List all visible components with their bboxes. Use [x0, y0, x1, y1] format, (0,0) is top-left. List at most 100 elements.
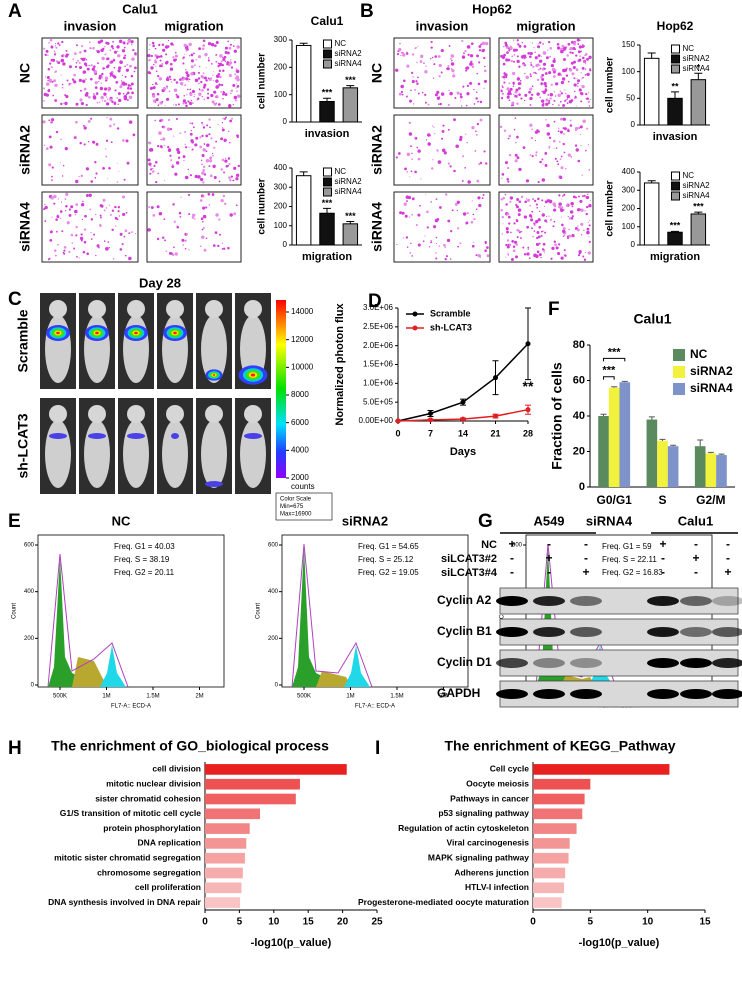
chart-title: Calu1 — [311, 14, 344, 28]
stained-cell — [508, 82, 511, 85]
stained-cell — [223, 138, 227, 142]
chart-title: Calu1 — [633, 311, 671, 327]
marker — [493, 413, 498, 419]
stained-cell — [554, 95, 557, 97]
stained-cell — [505, 58, 509, 62]
y-tick-label: 1.0E+06 — [363, 378, 394, 387]
column-label: migration — [164, 18, 223, 33]
y-axis-label: cell number — [605, 180, 616, 236]
stained-cell — [425, 139, 428, 141]
stained-cell — [187, 88, 189, 91]
stained-cell — [527, 248, 529, 250]
stained-cell — [539, 67, 542, 70]
stained-cell — [484, 242, 487, 245]
significance: *** — [670, 221, 681, 231]
stained-cell — [55, 254, 57, 257]
stained-cell — [200, 80, 203, 84]
signal-blob — [95, 331, 99, 335]
stained-cell — [501, 76, 504, 78]
stained-cell — [555, 147, 558, 149]
marker — [525, 341, 531, 347]
band — [496, 596, 528, 606]
plot-frame — [281, 534, 469, 688]
y-tick-label: 300 — [274, 35, 288, 44]
stained-cell — [559, 130, 563, 134]
stained-cell — [92, 47, 95, 50]
y-tick-label: 60 — [573, 374, 585, 386]
stained-cell — [582, 44, 584, 46]
y-tick-label: 600 — [24, 543, 35, 549]
stained-cell — [442, 124, 445, 127]
stained-cell — [107, 241, 110, 243]
stained-cell — [401, 93, 404, 96]
stained-cell — [185, 77, 189, 81]
stained-cell — [504, 78, 506, 80]
stained-cell — [556, 46, 561, 50]
stat-text: Freq. G2 = 20.11 — [114, 568, 175, 577]
stained-cell — [165, 77, 170, 82]
stat-text: Freq. S = 25.12 — [358, 555, 414, 564]
stained-cell — [90, 47, 92, 49]
stained-cell — [589, 68, 592, 70]
stained-cell — [523, 45, 527, 48]
stained-cell — [81, 218, 84, 221]
stained-cell — [200, 159, 203, 162]
stained-cell — [154, 60, 158, 64]
stained-cell — [513, 223, 515, 225]
error-bar — [694, 72, 703, 80]
stained-cell — [504, 41, 508, 45]
stained-cell — [551, 246, 555, 250]
stained-cell — [435, 257, 438, 260]
band — [533, 658, 565, 668]
stained-cell — [541, 78, 545, 81]
stained-cell — [211, 152, 214, 155]
stained-cell — [51, 66, 53, 68]
stained-cell — [212, 74, 214, 76]
stained-cell — [50, 66, 52, 68]
stained-cell — [527, 246, 530, 249]
signal-blob — [171, 433, 179, 439]
y-tick-label: 150 — [622, 40, 636, 49]
stained-cell — [49, 38, 53, 42]
stained-cell — [128, 120, 133, 124]
stained-cell — [432, 225, 437, 229]
stained-cell — [83, 62, 87, 66]
stained-cell — [515, 142, 517, 144]
stained-cell — [506, 239, 510, 242]
stained-cell — [395, 156, 398, 159]
category-label: HTLV-I infection — [465, 882, 529, 892]
stained-cell — [153, 164, 156, 168]
stained-cell — [411, 214, 413, 216]
stained-cell — [501, 172, 505, 176]
stained-cell — [444, 258, 447, 261]
stained-cell — [453, 118, 456, 122]
bar — [690, 79, 707, 126]
stained-cell — [430, 40, 433, 44]
mouse-body — [162, 420, 188, 488]
stained-cell — [512, 71, 516, 76]
stained-cell — [233, 179, 235, 181]
stained-cell — [118, 39, 123, 44]
significance: *** — [322, 198, 333, 208]
stained-cell — [441, 129, 445, 133]
stained-cell — [222, 194, 226, 198]
stained-cell — [205, 237, 208, 240]
stained-cell — [102, 198, 106, 202]
marker — [493, 375, 498, 381]
stained-cell — [451, 209, 454, 212]
bar — [295, 44, 312, 123]
stained-cell — [98, 101, 101, 104]
stained-cell — [50, 58, 54, 62]
stained-cell — [181, 238, 185, 242]
stained-cell — [500, 89, 503, 92]
stained-cell — [512, 48, 517, 52]
plot-title: siRNA4 — [586, 513, 633, 528]
stained-cell — [63, 249, 66, 252]
stained-cell — [541, 158, 544, 161]
stained-cell — [75, 203, 79, 206]
stained-cell — [588, 105, 591, 107]
y-tick-label: 600 — [268, 543, 279, 549]
stained-cell — [561, 223, 564, 227]
stained-cell — [502, 75, 506, 79]
stained-cell — [588, 55, 592, 59]
